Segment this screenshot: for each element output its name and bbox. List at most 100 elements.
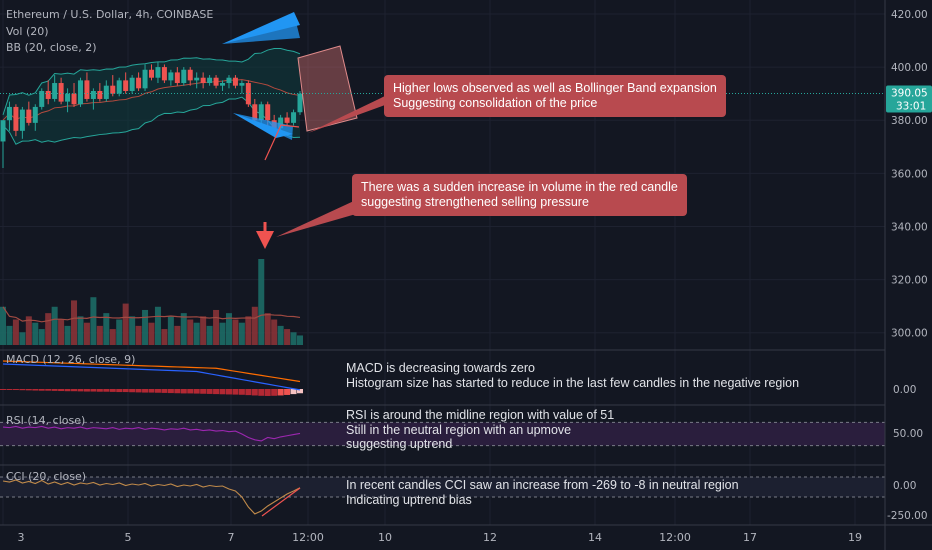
macd-hist-42: [271, 389, 277, 396]
macd-hist-29: [187, 389, 193, 393]
rsi-axis-label: 50.00: [893, 428, 923, 440]
macd-hist-36: [232, 389, 238, 395]
bollinger-legend[interactable]: BB (20, close, 2): [6, 41, 97, 54]
volume-bar-18: [116, 320, 122, 345]
macd-hist-35: [226, 389, 232, 394]
volume-bar-39: [252, 307, 258, 345]
macd-hist-1: [6, 389, 12, 390]
price-tick-6: 300.00: [891, 328, 928, 340]
price-tick-5: 320.00: [891, 275, 928, 287]
price-tick-0: 420.00: [891, 9, 928, 21]
candle-body-7: [46, 91, 51, 99]
macd-hist-9: [58, 389, 64, 391]
volume-bar-43: [278, 326, 284, 345]
volume-bar-10: [65, 326, 71, 345]
candle-body-3: [20, 110, 25, 131]
candle-body-32: [207, 78, 212, 83]
macd-hist-41: [265, 389, 271, 396]
volume-bar-30: [194, 323, 200, 345]
candle-body-1: [7, 107, 12, 120]
note-macd-line-1: MACD is decreasing towards zero: [346, 361, 799, 376]
note-rsi-line-3: suggesting uptrend: [346, 437, 614, 452]
macd-hist-40: [258, 389, 264, 396]
time-tick-3: 12:00: [292, 531, 324, 544]
candle-body-26: [168, 72, 173, 80]
macd-hist-0: [0, 389, 6, 390]
time-tick-9: 19: [848, 531, 862, 544]
macd-hist-43: [278, 389, 284, 395]
volume-bar-8: [52, 307, 58, 345]
candle-body-16: [104, 86, 109, 99]
volume-bar-21: [136, 326, 142, 345]
note-macd-line-2: Histogram size has started to reduce in …: [346, 376, 799, 391]
volume-bar-31: [200, 316, 206, 345]
volume-bar-28: [181, 313, 187, 345]
cci-legend[interactable]: CCI (20, close): [6, 470, 86, 483]
volume-bar-13: [84, 323, 90, 345]
volume-bar-45: [291, 332, 297, 345]
volume-legend[interactable]: Vol (20): [6, 25, 49, 38]
macd-hist-16: [103, 389, 109, 392]
macd-hist-6: [39, 389, 45, 391]
volume-bar-0: [0, 307, 6, 345]
candle-body-18: [117, 80, 122, 93]
callout-volume: There was a sudden increase in volume in…: [352, 174, 687, 216]
macd-hist-20: [129, 389, 135, 392]
candle-body-4: [26, 110, 31, 123]
macd-hist-15: [97, 389, 103, 392]
candle-body-22: [143, 70, 148, 89]
note-cci-line-2: Indicating uptrend bias: [346, 493, 739, 508]
volume-bar-44: [284, 329, 290, 345]
macd-hist-8: [52, 389, 58, 391]
candle-body-9: [59, 83, 64, 102]
note-rsi: RSI is around the midline region with va…: [346, 408, 614, 452]
macd-hist-24: [155, 389, 161, 393]
macd-hist-5: [32, 389, 38, 391]
volume-bar-40: [258, 259, 264, 345]
volume-bar-36: [232, 320, 238, 345]
macd-hist-26: [168, 389, 174, 393]
macd-hist-21: [136, 389, 142, 392]
macd-hist-2: [13, 389, 19, 390]
candle-body-19: [123, 80, 128, 91]
volume-bar-11: [71, 300, 77, 345]
macd-hist-10: [65, 389, 71, 391]
macd-hist-30: [194, 389, 200, 394]
volume-bar-27: [174, 326, 180, 345]
volume-bar-12: [77, 316, 83, 345]
volume-bar-25: [161, 329, 167, 345]
macd-hist-34: [220, 389, 226, 394]
candle-body-0: [1, 120, 6, 141]
volume-bar-3: [19, 332, 25, 345]
macd-hist-18: [116, 389, 122, 392]
candle-body-11: [72, 94, 77, 105]
macd-hist-4: [26, 389, 32, 390]
volume-bar-41: [265, 313, 271, 345]
countdown-label: 33:01: [896, 101, 926, 113]
volume-bar-9: [58, 320, 64, 345]
candle-body-45: [291, 112, 296, 123]
macd-hist-37: [239, 389, 245, 395]
callout-volume-line-2: suggesting strengthened selling pressure: [361, 195, 678, 210]
candle-body-25: [162, 67, 167, 80]
note-cci: In recent candles CCI saw an increase fr…: [346, 478, 739, 507]
volume-bar-33: [213, 310, 219, 345]
candle-body-5: [33, 107, 38, 123]
symbol-legend[interactable]: Ethereum / U.S. Dollar, 4h, COINBASE: [6, 8, 213, 21]
volume-bar-34: [220, 323, 226, 345]
time-tick-4: 10: [378, 531, 392, 544]
candle-body-17: [110, 86, 115, 94]
candle-body-35: [226, 78, 231, 83]
candle-body-10: [65, 94, 70, 102]
macd-hist-11: [71, 389, 77, 391]
macd-legend[interactable]: MACD (12, 26, close, 9): [6, 353, 135, 366]
volume-bar-14: [90, 297, 96, 345]
candle-body-46: [298, 94, 303, 113]
macd-hist-19: [123, 389, 129, 392]
candle-body-13: [84, 80, 89, 99]
volume-bar-22: [142, 310, 148, 345]
volume-bar-7: [45, 313, 51, 345]
time-tick-0: 3: [18, 531, 25, 544]
rsi-legend[interactable]: RSI (14, close): [6, 414, 85, 427]
time-tick-6: 14: [588, 531, 602, 544]
